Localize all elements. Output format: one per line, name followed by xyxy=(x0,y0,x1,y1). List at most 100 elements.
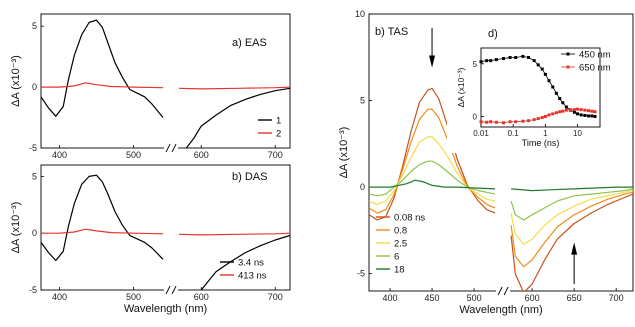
legend-label: 413 ns xyxy=(238,271,267,282)
legend-label: 2 xyxy=(276,129,281,140)
x-tick-label: 600 xyxy=(525,293,540,303)
y-tick-label: 5 xyxy=(32,21,37,31)
data-point xyxy=(514,55,518,59)
data-point xyxy=(558,97,562,101)
data-point xyxy=(536,63,540,67)
legend: 3.4 ns 413 ns xyxy=(220,258,267,282)
x-tick-label: 700 xyxy=(268,292,283,302)
axis-break-mark xyxy=(171,143,177,153)
data-point xyxy=(479,120,483,124)
plot-frame xyxy=(480,47,601,128)
data-point xyxy=(536,117,540,121)
axis-break-mask xyxy=(164,284,179,296)
legend-label: 3.4 ns xyxy=(238,258,264,269)
x-tick-label: 600 xyxy=(194,150,209,160)
series-line-1-seg0 xyxy=(369,108,496,214)
data-point xyxy=(540,116,544,120)
data-point xyxy=(489,120,493,124)
data-point xyxy=(561,109,565,113)
series-line-0-seg0 xyxy=(369,87,496,221)
y-tick-label: 0 xyxy=(360,182,365,192)
legend-label: 18 xyxy=(394,265,405,276)
data-point xyxy=(485,59,489,63)
data-point xyxy=(527,119,531,123)
y-tick-label: 0 xyxy=(473,112,478,121)
axis-break-mark xyxy=(171,285,177,295)
data-point xyxy=(558,110,562,114)
series-line-1-seg0 xyxy=(41,228,164,235)
y-tick-label: 0 xyxy=(32,228,37,238)
axis-break-mark xyxy=(165,143,171,153)
decay-arrow-head xyxy=(429,55,436,68)
data-point xyxy=(576,112,580,116)
data-point xyxy=(543,114,547,118)
x-tick-label: 500 xyxy=(126,150,141,160)
data-point xyxy=(501,57,505,61)
x-tick-label: 10 xyxy=(573,129,582,138)
y-tick-label: -5 xyxy=(29,285,37,295)
legend-label: 650 nm xyxy=(579,63,611,74)
series-line-0-seg1 xyxy=(185,87,290,148)
x-tick-label: 700 xyxy=(609,293,624,303)
panel-inset: 0.01 0.1 1 10 0 5 Time (ns) ΔA (x10⁻³) d) 450 nm 6… xyxy=(456,28,611,148)
data-point xyxy=(508,55,512,59)
series-line-4-seg0 xyxy=(369,179,496,190)
data-point xyxy=(576,107,580,111)
y-tick-label: -5 xyxy=(357,269,365,279)
x-tick-label: 700 xyxy=(268,150,283,160)
legend-marker xyxy=(566,52,570,56)
panel-title: d) xyxy=(488,28,498,40)
data-point xyxy=(590,109,594,113)
x-tick-label: 400 xyxy=(52,292,67,302)
x-tick-label: 500 xyxy=(126,292,141,302)
data-point xyxy=(564,105,568,109)
data-point xyxy=(587,114,591,118)
series-line-3-seg1 xyxy=(510,188,633,221)
axis-break-mark xyxy=(503,286,509,296)
data-point xyxy=(521,119,525,123)
y-tick-label: 5 xyxy=(360,96,365,106)
data-point xyxy=(532,118,536,122)
data-point xyxy=(579,108,583,112)
data-point xyxy=(572,110,576,114)
x-tick-label: 0.01 xyxy=(473,129,489,138)
axis-break-mask xyxy=(164,142,179,154)
x-axis-label: Wavelength (nm) xyxy=(459,304,542,316)
data-point xyxy=(501,121,505,125)
y-tick-label: -5 xyxy=(29,143,37,153)
inset-background xyxy=(447,18,606,153)
x-tick-label: 1 xyxy=(543,129,548,138)
legend-label: 2.5 xyxy=(394,239,407,250)
data-point xyxy=(551,112,555,116)
data-point xyxy=(561,101,565,105)
y-axis-label: ΔA (x10⁻³) xyxy=(456,67,466,107)
series-line-0-seg1 xyxy=(200,234,290,290)
data-point xyxy=(479,60,483,64)
series-line-0-seg0 xyxy=(41,174,164,262)
data-point xyxy=(583,113,587,117)
data-point xyxy=(587,109,591,113)
data-point xyxy=(494,58,498,62)
data-point xyxy=(590,114,594,118)
data-point xyxy=(508,120,512,124)
data-point xyxy=(554,111,558,115)
data-point xyxy=(547,113,551,117)
series-line-0-seg1 xyxy=(510,193,633,291)
legend-label: 0.08 ns xyxy=(394,213,425,224)
x-tick-label: 400 xyxy=(52,150,67,160)
series-line-1-seg1 xyxy=(510,191,633,268)
y-tick-label: 5 xyxy=(473,60,478,69)
data-point xyxy=(489,59,493,63)
y-tick-label: 5 xyxy=(32,171,37,181)
y-axis-label: ΔA (x10⁻³) xyxy=(10,55,22,107)
series-line-1-seg1 xyxy=(178,232,290,236)
x-tick-label: 650 xyxy=(567,293,582,303)
legend-marker xyxy=(566,65,570,69)
x-tick-label: 400 xyxy=(383,293,398,303)
data-point xyxy=(583,108,587,112)
data-point xyxy=(527,55,531,59)
x-tick-label: 600 xyxy=(194,292,209,302)
panel-das: 400 500 600 700 -5 0 5 Wavelength (nm) ΔA (x10⁻³… xyxy=(10,164,291,315)
